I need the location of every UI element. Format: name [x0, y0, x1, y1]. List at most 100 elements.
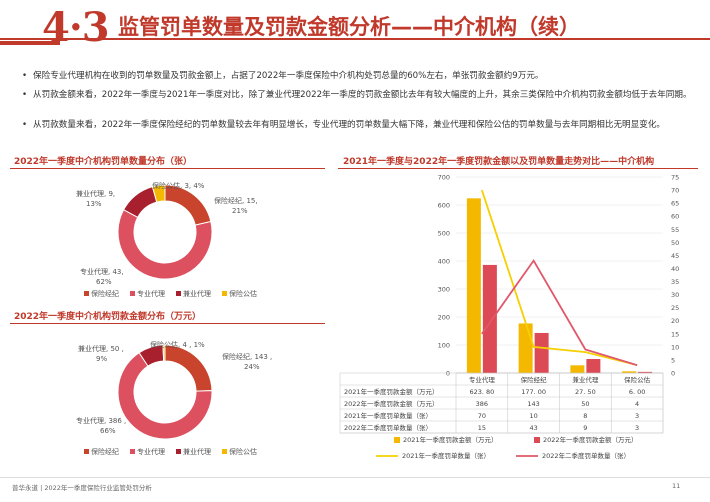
combo-table-cell: 10: [529, 412, 537, 420]
combo-ytick-left: 700: [438, 174, 450, 182]
combo-bar-s1-3: [622, 371, 637, 373]
combo-ytick-right: 50: [671, 239, 679, 247]
d1-slice-gonggu: [151, 184, 166, 203]
combo-table-cell: 9: [583, 424, 587, 432]
d2-slice-jingji: [164, 344, 213, 392]
d1-slice-jingji: [164, 184, 212, 226]
d2-pct-jianye: 9%: [96, 355, 107, 363]
d1-slice-zhuanye: [117, 209, 213, 280]
d2-label-jianye: 兼业代理, 50 ,: [78, 344, 124, 353]
d1-pct-jianye: 13%: [86, 200, 102, 208]
title-rule: [0, 38, 710, 40]
combo-line-s3: [481, 189, 638, 367]
combo-title-rule: [338, 168, 698, 169]
combo-ytick-left: 200: [438, 314, 450, 322]
combo-ytick-left: 0: [446, 370, 450, 378]
combo-bar-s1-0: [466, 198, 481, 373]
d2-label-zhuanye: 专业代理, 386 ,: [76, 416, 126, 425]
d2-pct-jingji: 24%: [244, 363, 260, 371]
combo-ytick-right: 45: [671, 252, 679, 260]
combo-table-cell: 27. 50: [575, 388, 596, 396]
d1-legend: 保险经纪 专业代理 兼业代理 保险公估: [84, 289, 257, 298]
footer-text: 普华永道 | 2022年一季度保险行业监管处罚分析: [12, 484, 152, 492]
title-rule-accent: [0, 41, 60, 45]
combo-table-cell: 6. 00: [629, 388, 646, 396]
combo-table-series-label: 2021年一季度罚款金额（万元）: [344, 387, 439, 396]
combo-table-cell: 386: [476, 400, 488, 408]
d1-slice-jianye: [122, 186, 158, 218]
combo-bar-s2-1: [534, 332, 549, 373]
d2-slice-gonggu: [162, 344, 166, 362]
combo-ytick-right: 70: [671, 187, 679, 195]
combo-table-cell: 3: [635, 424, 639, 432]
combo-line-s4: [481, 258, 638, 367]
combo-ytick-right: 15: [671, 330, 679, 338]
combo-ytick-right: 20: [671, 317, 679, 325]
combo-ytick-right: 0: [671, 370, 675, 378]
d2-legend-swatch-zhuanye: [130, 449, 135, 454]
d1-legend-swatch-jianye: [176, 291, 181, 296]
page-number: 11: [672, 482, 681, 490]
combo-table-cell: 177. 00: [521, 388, 546, 396]
combo-ytick-left: 400: [438, 258, 450, 266]
bullet-2: • 从罚款金额来看，2022年一季度与2021年一季度对比，除了兼业代理2022年…: [22, 90, 692, 100]
d2-slice-zhuanye: [117, 352, 213, 440]
d2-legend-swatch-jianye: [176, 449, 181, 454]
d2-legend: 保险经纪 专业代理 兼业代理 保险公估: [84, 447, 257, 456]
combo-ytick-right: 40: [671, 265, 679, 273]
d2-legend-zhuanye: 专业代理: [137, 447, 165, 456]
d1-legend-zhuanye: 专业代理: [137, 289, 165, 298]
combo-bar-s2-2: [586, 359, 601, 373]
d2-legend-jingji: 保险经纪: [91, 447, 119, 456]
combo-legend-swatch: [534, 437, 540, 443]
d1-legend-gonggu: 保险公估: [229, 289, 257, 298]
d2-legend-gonggu: 保险公估: [229, 447, 257, 456]
d1-legend-jingji: 保险经纪: [91, 289, 119, 298]
combo-bar-s1-1: [518, 323, 533, 373]
d1-legend-swatch-jingji: [84, 291, 89, 296]
bullet-1-text: 保险专业代理机构在收到的罚单数量及罚款金额上，占据了2022年一季度保险中介机构…: [33, 71, 544, 81]
combo-table-series-label: 2022年一季度罚款金额（万元）: [344, 399, 439, 408]
combo-ytick-right: 55: [671, 226, 679, 234]
combo-ytick-left: 600: [438, 202, 450, 210]
d1-label-jingji: 保险经纪, 15,: [214, 196, 258, 205]
d1-legend-swatch-gonggu: [222, 291, 227, 296]
donut1-title: 2022年一季度中介机构罚单数量分布（张）: [14, 157, 193, 167]
combo-legend-swatch: [394, 437, 400, 443]
d1-label-gonggu: 保险公估, 3, 4%: [152, 181, 205, 190]
combo-ytick-left: 500: [438, 230, 450, 238]
d2-label-jingji: 保险经纪, 143 ,: [222, 352, 272, 361]
combo-ytick-right: 25: [671, 304, 679, 312]
donut1-chart: 保险经纪, 15, 21% 专业代理, 43, 62% 兼业代理, 9, 13%…: [76, 181, 258, 298]
bullet-1: • 保险专业代理机构在收到的罚单数量及罚款金额上，占据了2022年一季度保险中介机…: [22, 70, 692, 83]
combo-category-label: 兼业代理: [572, 375, 599, 384]
bullet-2-text: 从罚款金额来看，2022年一季度与2021年一季度对比，除了兼业代理2022年一…: [33, 90, 692, 100]
combo-ytick-right: 75: [671, 174, 679, 182]
combo-table-series-label: 2022年二季度罚单数量（张）: [344, 423, 432, 432]
combo-category-label: 保险公估: [624, 375, 651, 384]
page-title: 监管罚单数量及罚款金额分析——中介机构（续）: [118, 15, 580, 39]
combo-ytick-left: 100: [438, 342, 450, 350]
combo-ytick-right: 10: [671, 343, 679, 351]
combo-legend-label: 2022年二季度罚单数量（张）: [542, 451, 630, 460]
combo-legend-label: 2022年一季度罚款金额（万元）: [543, 435, 638, 444]
d2-label-gonggu: 保险公估, 4 , 1%: [150, 340, 205, 349]
bullet-3-text: 从罚款数量来看，2022年一季度保险经纪的罚单数量较去年有明显增长，专业代理的罚…: [33, 120, 666, 130]
combo-ytick-left: 300: [438, 286, 450, 294]
combo-table-cell: 3: [635, 412, 639, 420]
footer-rule: [0, 477, 710, 478]
d2-pct-zhuanye: 66%: [100, 427, 116, 435]
combo-ytick-right: 35: [671, 278, 679, 286]
d1-pct-zhuanye: 62%: [96, 278, 112, 286]
combo-ytick-right: 60: [671, 213, 679, 221]
combo-bar-s1-2: [570, 365, 585, 373]
d1-label-jianye: 兼业代理, 9,: [76, 189, 115, 198]
combo-table-cell: 43: [529, 424, 537, 432]
combo-table-cell: 623. 80: [469, 388, 494, 396]
combo-legend-label: 2021年一季度罚款金额（万元）: [403, 435, 498, 444]
donut2-chart: 保险经纪, 143 , 24% 专业代理, 386 , 66% 兼业代理, 50…: [76, 340, 272, 456]
combo-title: 2021年一季度与2022年一季度罚款金额以及罚单数量走势对比——中介机构: [343, 157, 655, 167]
bullet-3: • 从罚款数量来看，2022年一季度保险经纪的罚单数量较去年有明显增长，专业代理的…: [22, 119, 692, 132]
combo-table-cell: 50: [581, 400, 589, 408]
d1-pct-jingji: 21%: [232, 207, 248, 215]
